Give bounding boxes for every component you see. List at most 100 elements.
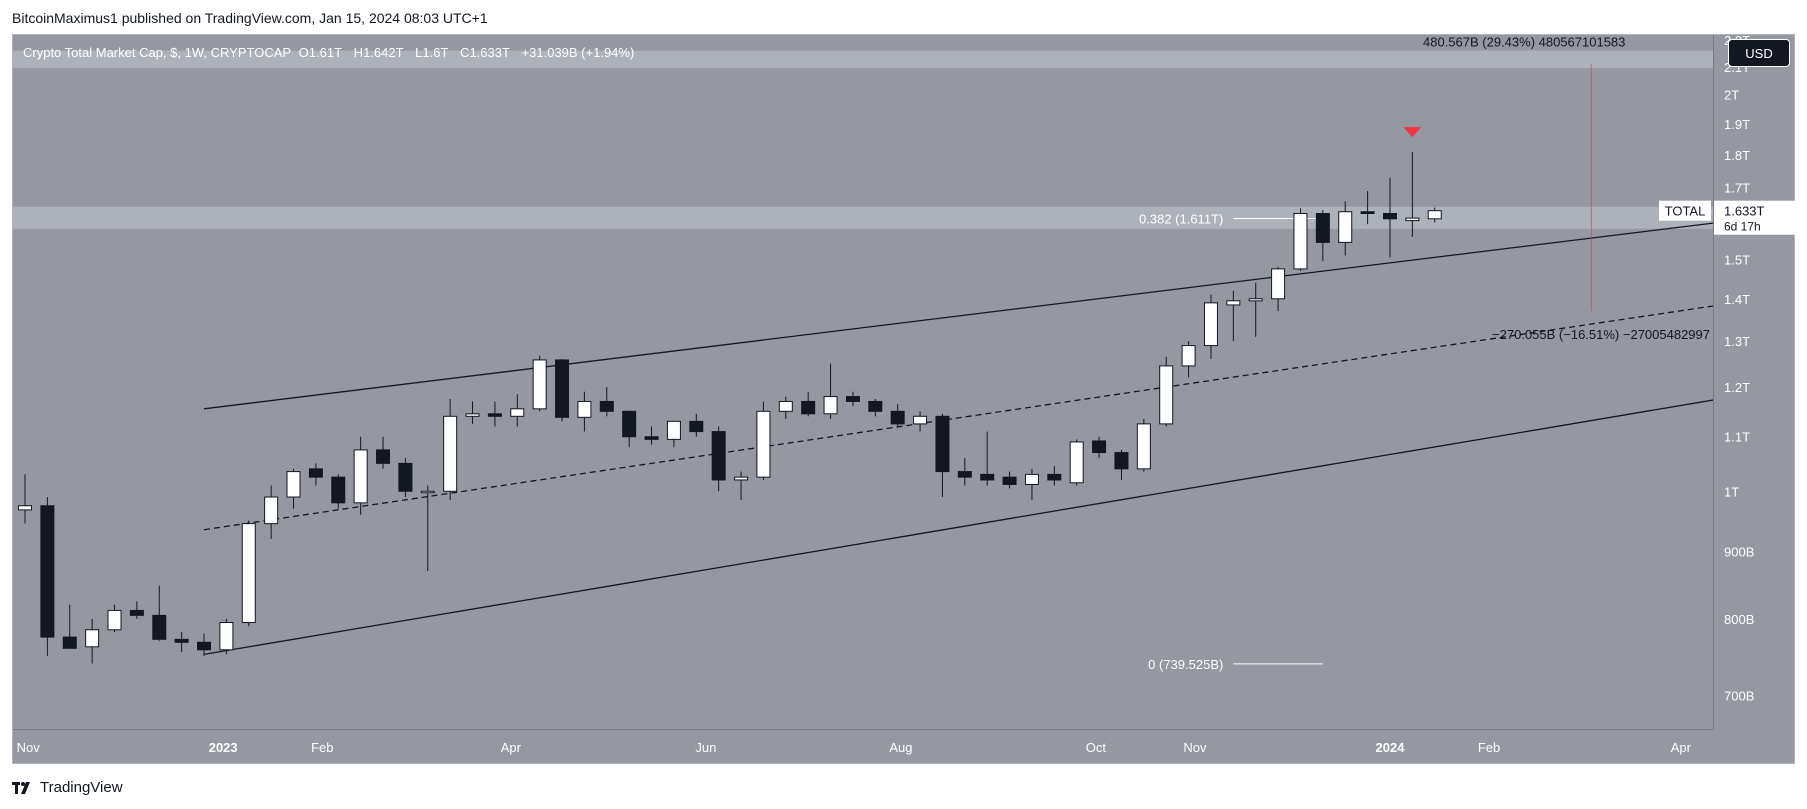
candle-body	[980, 473, 995, 481]
y-tick-label-10: 1.7T	[1724, 181, 1750, 196]
high-value: 1.642T	[363, 45, 404, 60]
x-tick-label-2: Feb	[311, 740, 333, 755]
candle-body	[241, 523, 256, 624]
candle-29	[666, 420, 681, 448]
candle-1	[40, 497, 55, 656]
plot-area[interactable]: 0.382 (1.611T) 0 (739.525B) 480.567B (29.4…	[13, 35, 1713, 729]
y-tick-label-1: 800B	[1724, 612, 1754, 627]
candle-body	[1114, 452, 1129, 470]
candle-8	[197, 633, 212, 656]
footer-brand: TradingView	[40, 779, 123, 796]
candle-12	[286, 468, 301, 509]
candle-13	[308, 463, 323, 486]
symbol-header: Crypto Total Market Cap, $, 1W, CRYPTOCA…	[23, 45, 638, 60]
candle-body	[465, 413, 480, 417]
last-price-box	[1714, 200, 1796, 235]
measure-down-label: −270.055B (−16.51%) −27005482997	[1492, 327, 1710, 342]
candle-body	[1338, 211, 1353, 243]
candle-body	[1271, 268, 1286, 300]
candle-47	[1069, 439, 1084, 486]
candle-3	[85, 618, 100, 664]
candle-25	[577, 391, 592, 432]
candle-body	[1405, 217, 1420, 222]
low-label: L	[415, 45, 423, 60]
currency-button[interactable]: USD	[1728, 39, 1790, 67]
price-scale-svg[interactable]: 700B800B900B1T1.1T1.2T1.3T1.4T1.5T1.6T1.…	[1714, 33, 1796, 729]
candle-body	[487, 413, 502, 417]
y-tick-label-4: 1.1T	[1724, 430, 1750, 445]
candle-body	[308, 468, 323, 478]
candle-body	[129, 609, 144, 616]
candle-body	[868, 400, 883, 412]
close-value: 1.633T	[469, 45, 510, 60]
candle-17	[398, 457, 413, 498]
candle-body	[420, 490, 435, 494]
candle-9	[219, 618, 234, 655]
candle-31	[711, 426, 726, 492]
x-tick-label-0: Nov	[17, 740, 41, 755]
x-tick-label-5: Aug	[889, 740, 912, 755]
last-price-symbol: TOTAL	[1665, 204, 1706, 219]
candle-50	[1136, 418, 1151, 472]
sell-marker-icon	[1403, 127, 1422, 138]
channel-middle-line	[203, 305, 1713, 531]
candle-body	[107, 609, 122, 631]
candle-57	[1293, 208, 1308, 271]
symbol-name[interactable]: Crypto Total Market Cap, $, 1W, CRYPTOCA…	[23, 45, 292, 60]
candle-42	[957, 457, 972, 486]
price-scale[interactable]: 700B800B900B1T1.1T1.2T1.3T1.4T1.5T1.6T1.…	[1713, 33, 1796, 729]
candle-4	[107, 604, 122, 632]
candle-16	[376, 436, 391, 469]
candle-34	[778, 396, 793, 419]
candle-33	[756, 401, 771, 480]
candle-body	[353, 449, 368, 504]
y-tick-label-8: 1.5T	[1724, 252, 1750, 267]
y-tick-label-5: 1.2T	[1724, 380, 1750, 395]
candle-46	[1047, 466, 1062, 486]
candle-body	[644, 436, 659, 440]
time-scale-svg[interactable]: Nov 2023 Feb Apr Jun Aug Oct Nov 2024 Feb Apr	[13, 730, 1713, 764]
chart-plot-svg[interactable]: 0.382 (1.611T) 0 (739.525B) 480.567B (29.4…	[13, 35, 1713, 729]
y-tick-label-7: 1.4T	[1724, 292, 1750, 307]
time-scale[interactable]: Nov 2023 Feb Apr Jun Aug Oct Nov 2024 Feb Apr	[13, 729, 1713, 764]
x-tick-label-3: Apr	[501, 740, 522, 755]
chart-frame[interactable]: 0.382 (1.611T) 0 (739.525B) 480.567B (29.4…	[12, 33, 1796, 764]
candle-body	[510, 408, 525, 417]
candle-0	[18, 474, 32, 524]
candle-body	[666, 420, 681, 440]
candle-56	[1271, 266, 1286, 312]
candle-52	[1181, 341, 1196, 378]
close-label: C	[460, 45, 470, 60]
candle-body	[1047, 473, 1062, 481]
last-price-countdown: 6d 17h	[1724, 220, 1761, 234]
fib-label-1: 0 (739.525B)	[1148, 657, 1223, 672]
candle-43	[980, 431, 995, 486]
candle-body	[1427, 210, 1442, 220]
channel-upper-line	[203, 222, 1713, 410]
x-tick-label-7: Nov	[1183, 740, 1207, 755]
candle-body	[264, 496, 279, 525]
low-value: 1.6T	[422, 45, 449, 60]
candle-53	[1203, 294, 1218, 360]
candle-body	[1360, 211, 1375, 215]
candle-23	[532, 355, 547, 412]
y-tick-label-11: 1.8T	[1724, 148, 1750, 163]
zone-band-0	[13, 50, 1713, 69]
candle-body	[1136, 423, 1151, 470]
y-tick-label-2: 900B	[1724, 545, 1754, 560]
candle-49	[1114, 449, 1129, 480]
candle-35	[801, 391, 816, 417]
candle-body	[689, 420, 704, 433]
open-label: O	[298, 45, 309, 60]
candle-body	[1315, 213, 1330, 243]
candle-body	[577, 400, 592, 418]
candle-body	[62, 636, 77, 649]
candle-body	[778, 400, 793, 412]
candle-62	[1405, 151, 1420, 237]
candle-body	[376, 449, 391, 464]
tradingview-logo[interactable]: TradingView	[12, 779, 123, 796]
candle-body	[286, 471, 301, 498]
change-value: +31.039B (+1.94%)	[521, 45, 635, 60]
candle-body	[1248, 298, 1263, 302]
candle-11	[264, 485, 279, 539]
